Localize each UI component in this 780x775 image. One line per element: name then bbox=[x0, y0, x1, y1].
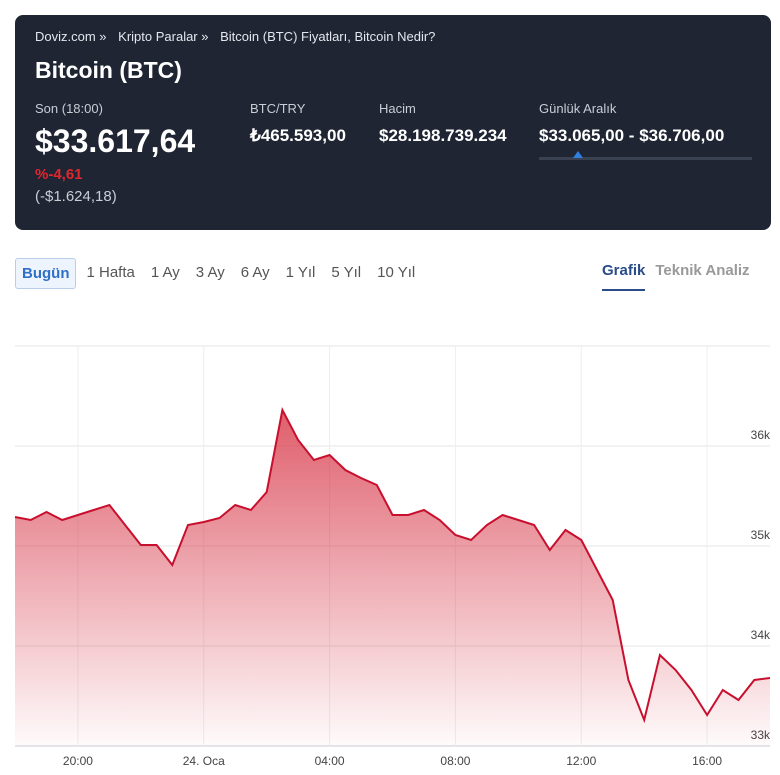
stat-label: Hacim bbox=[379, 101, 416, 116]
period-tab[interactable]: 1 Yıl bbox=[285, 264, 316, 281]
period-tabs: Bugün 1 Hafta 1 Ay 3 Ay 6 Ay 1 Yıl 5 Yıl 10 Yıl bbox=[15, 258, 421, 289]
y-tick-label: 35k bbox=[751, 528, 771, 542]
stat-value: $33.065,00 - $36.706,00 bbox=[539, 126, 725, 145]
period-tab[interactable]: 5 Yıl bbox=[331, 264, 362, 281]
stat-label: Günlük Aralık bbox=[539, 101, 617, 116]
price: $33.617,64 bbox=[35, 123, 196, 159]
stat-label: BTC/TRY bbox=[250, 101, 306, 116]
price-line bbox=[14, 406, 771, 724]
x-tick-label: 24. Oca bbox=[183, 754, 225, 768]
period-tab[interactable]: 6 Ay bbox=[240, 264, 270, 281]
title: Bitcoin (BTC) bbox=[35, 57, 182, 83]
period-tab[interactable]: 1 Ay bbox=[150, 264, 180, 281]
view-tabs: Grafik Teknik Analiz bbox=[602, 262, 750, 291]
x-tick-label: 12:00 bbox=[566, 754, 596, 768]
view-tab[interactable]: Teknik Analiz bbox=[655, 262, 750, 279]
breadcrumbs: Doviz.com » Kripto Paralar » Bitcoin (BT… bbox=[35, 29, 443, 44]
view-tab[interactable]: Grafik bbox=[602, 262, 646, 291]
y-tick-label: 34k bbox=[751, 628, 771, 642]
area-fill bbox=[15, 410, 770, 746]
x-tick-label: 20:00 bbox=[63, 754, 93, 768]
change-pct: %-4,61 bbox=[35, 166, 83, 183]
range-marker bbox=[573, 151, 583, 158]
breadcrumb[interactable]: Kripto Paralar » bbox=[118, 29, 209, 44]
period-tab[interactable]: 10 Yıl bbox=[377, 264, 416, 281]
x-tick-label: 08:00 bbox=[440, 754, 470, 768]
range-bar bbox=[539, 157, 752, 160]
period-tab[interactable]: 1 Hafta bbox=[86, 264, 135, 281]
last-label: Son (18:00) bbox=[35, 101, 103, 116]
breadcrumb[interactable]: Bitcoin (BTC) Fiyatları, Bitcoin Nedir? bbox=[220, 29, 436, 44]
x-tick-label: 16:00 bbox=[692, 754, 722, 768]
change: (-$1.624,18) bbox=[35, 188, 117, 205]
period-tab[interactable]: 3 Ay bbox=[195, 264, 225, 281]
y-tick-label: 36k bbox=[751, 428, 771, 442]
stat-value: $28.198.739.234 bbox=[379, 126, 507, 145]
x-tick-label: 04:00 bbox=[315, 754, 345, 768]
breadcrumb[interactable]: Doviz.com » bbox=[35, 29, 107, 44]
header-card: Doviz.com » Kripto Paralar » Bitcoin (BT… bbox=[15, 15, 771, 230]
stat-value: ₺465.593,00 bbox=[250, 126, 346, 145]
period-tab[interactable]: Bugün bbox=[15, 258, 77, 289]
